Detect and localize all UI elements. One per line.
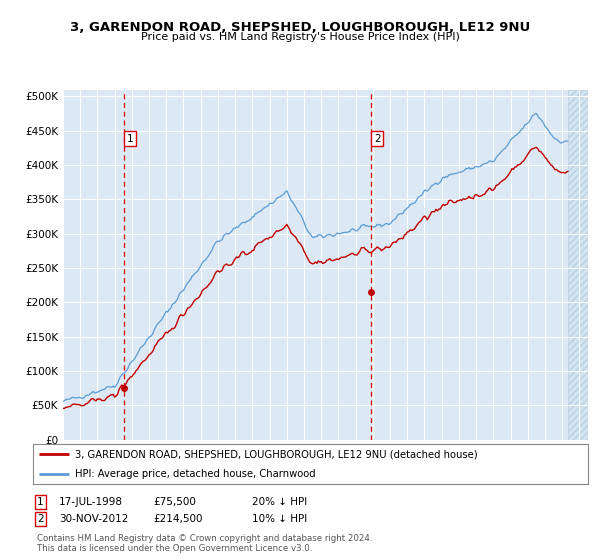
Text: 1: 1: [127, 134, 133, 143]
Text: 2: 2: [37, 514, 44, 524]
Text: £214,500: £214,500: [153, 514, 203, 524]
Text: Price paid vs. HM Land Registry's House Price Index (HPI): Price paid vs. HM Land Registry's House …: [140, 32, 460, 43]
Text: 10% ↓ HPI: 10% ↓ HPI: [252, 514, 307, 524]
Text: Contains HM Land Registry data © Crown copyright and database right 2024.
This d: Contains HM Land Registry data © Crown c…: [37, 534, 373, 553]
Text: 2: 2: [374, 134, 380, 143]
Text: 20% ↓ HPI: 20% ↓ HPI: [252, 497, 307, 507]
Text: 30-NOV-2012: 30-NOV-2012: [59, 514, 128, 524]
Bar: [568, 90, 588, 440]
Text: 3, GARENDON ROAD, SHEPSHED, LOUGHBOROUGH, LE12 9NU (detached house): 3, GARENDON ROAD, SHEPSHED, LOUGHBOROUGH…: [74, 449, 477, 459]
Text: 3, GARENDON ROAD, SHEPSHED, LOUGHBOROUGH, LE12 9NU: 3, GARENDON ROAD, SHEPSHED, LOUGHBOROUGH…: [70, 21, 530, 34]
Text: £75,500: £75,500: [153, 497, 196, 507]
Text: 17-JUL-1998: 17-JUL-1998: [59, 497, 123, 507]
Text: 1: 1: [37, 497, 44, 507]
Text: HPI: Average price, detached house, Charnwood: HPI: Average price, detached house, Char…: [74, 469, 315, 479]
